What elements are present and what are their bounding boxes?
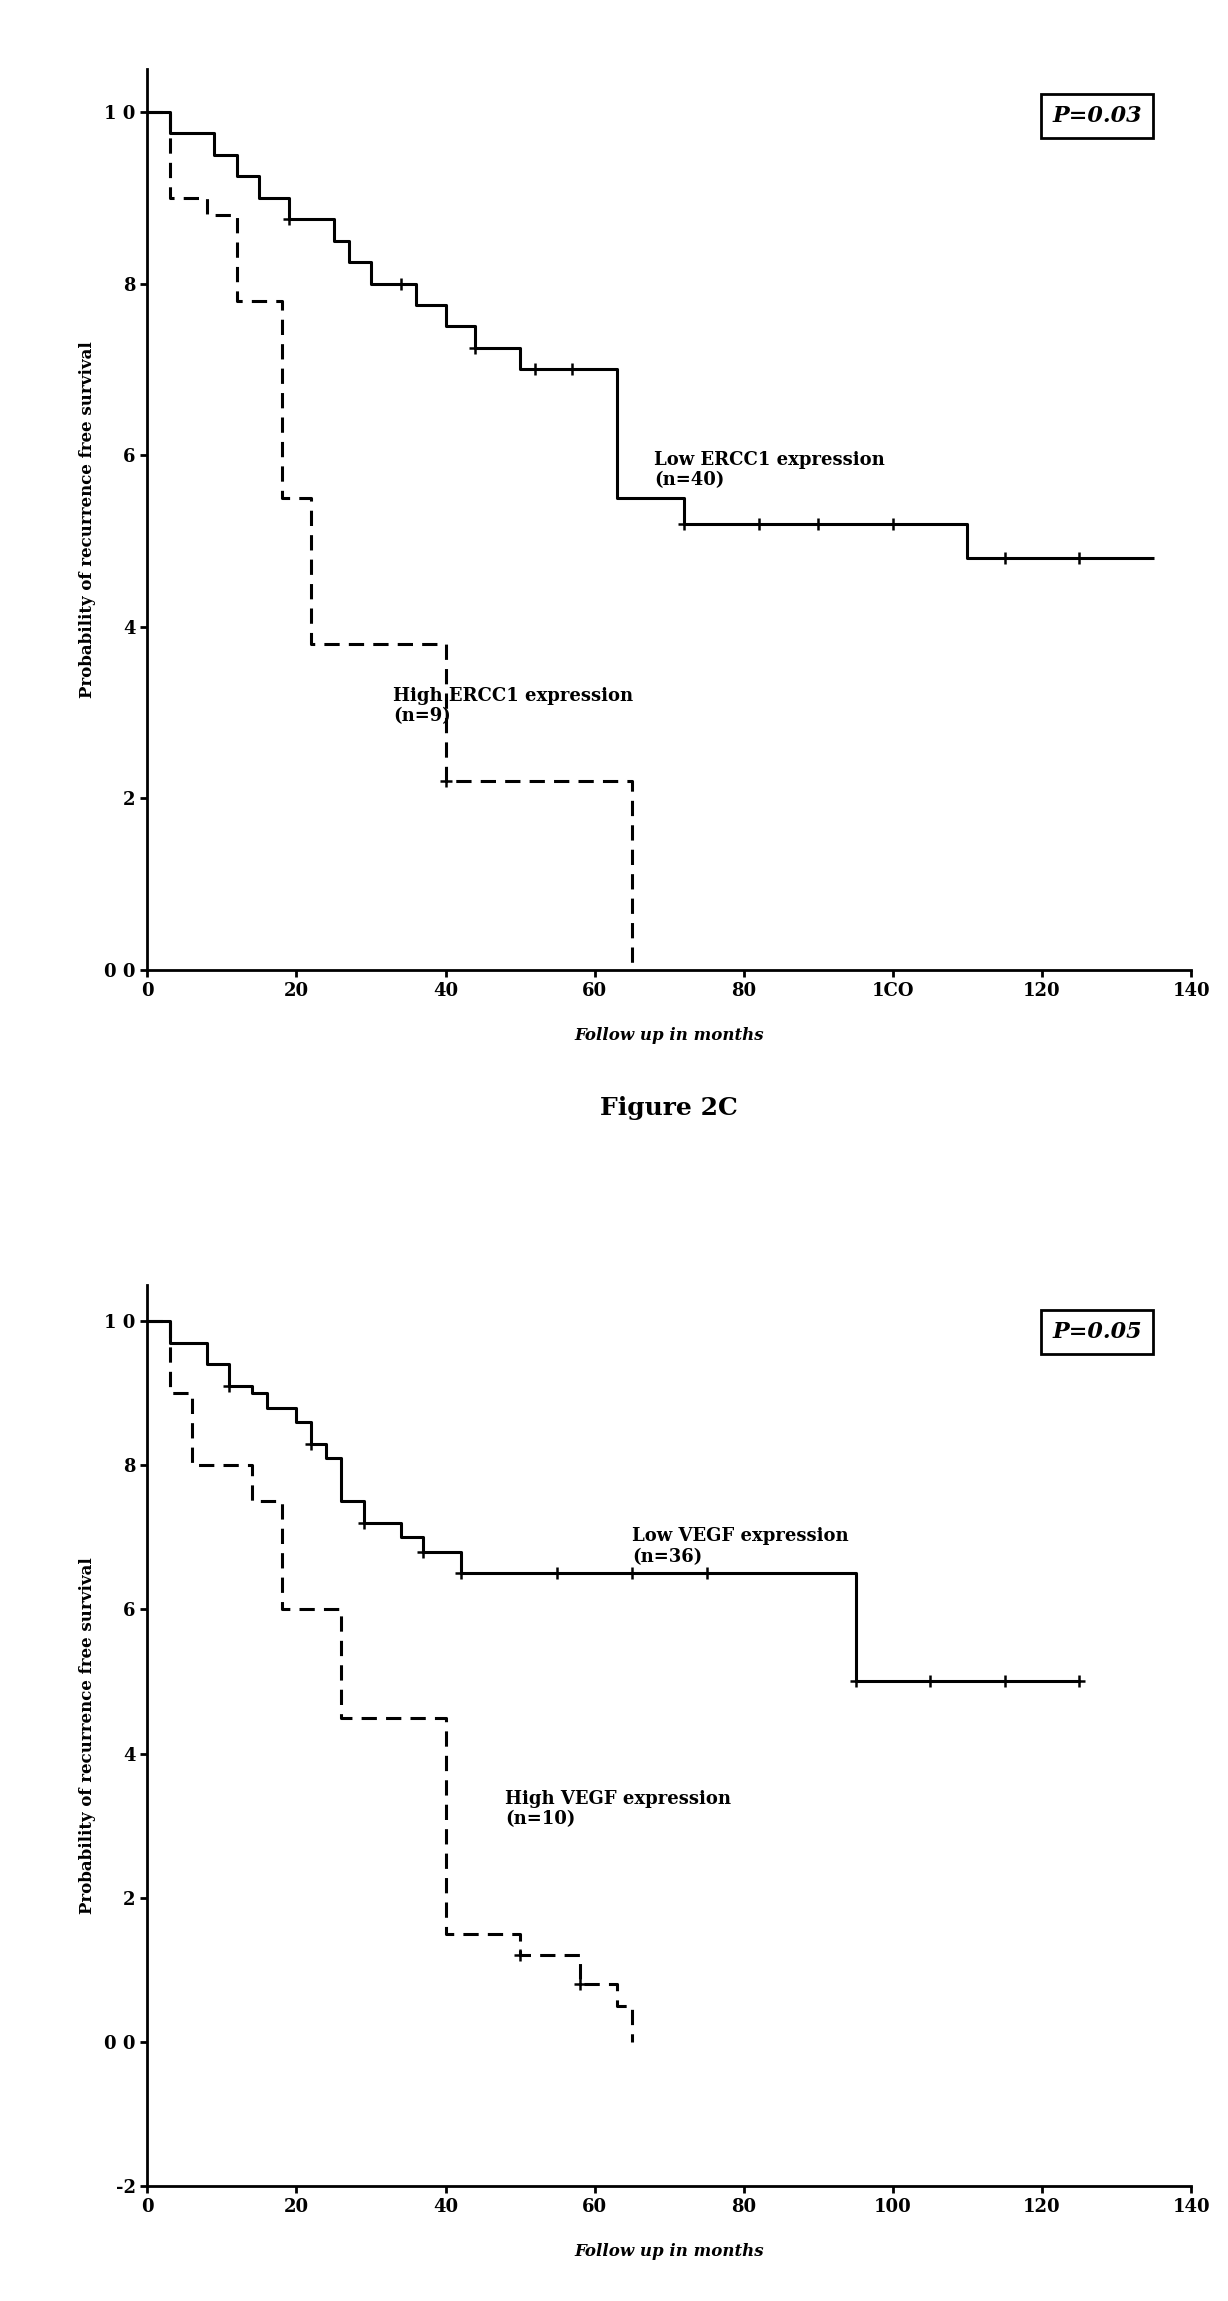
- Text: P=0.05: P=0.05: [1052, 1321, 1142, 1344]
- Y-axis label: Probability of recurrence free survival: Probability of recurrence free survival: [79, 1558, 96, 1914]
- Text: Figure 2C: Figure 2C: [600, 1095, 738, 1121]
- Y-axis label: Probability of recurrence free survival: Probability of recurrence free survival: [79, 341, 96, 697]
- Text: Low ERCC1 expression
(n=40): Low ERCC1 expression (n=40): [655, 451, 885, 490]
- Text: Follow up in months: Follow up in months: [575, 1026, 764, 1045]
- Text: Follow up in months: Follow up in months: [575, 2243, 764, 2260]
- Text: High VEGF expression
(n=10): High VEGF expression (n=10): [505, 1790, 731, 1829]
- Text: P=0.03: P=0.03: [1052, 106, 1142, 127]
- Text: Low VEGF expression
(n=36): Low VEGF expression (n=36): [632, 1528, 849, 1567]
- Text: High ERCC1 expression
(n=9): High ERCC1 expression (n=9): [393, 686, 634, 725]
